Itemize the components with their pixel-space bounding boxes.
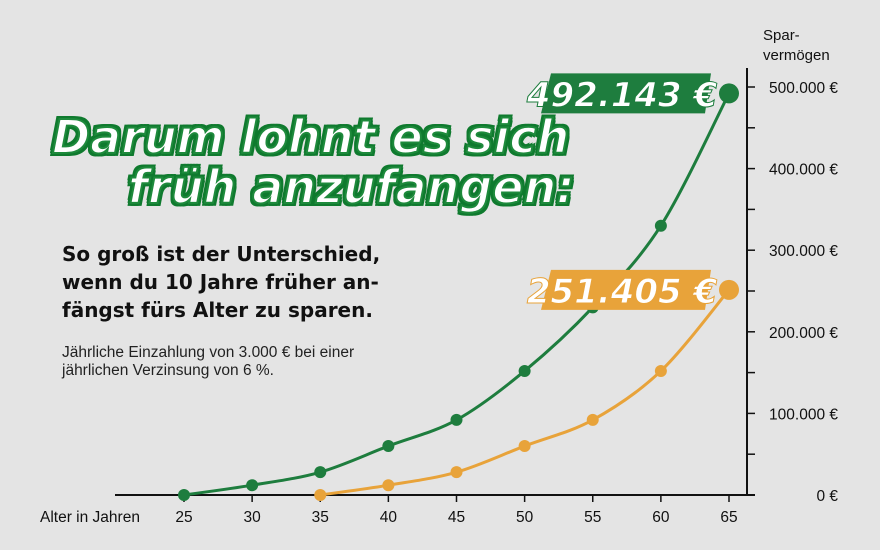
y-axis-title: Spar- vermögen	[763, 26, 830, 66]
x-tick-label: 55	[584, 509, 601, 526]
data-point-1	[450, 466, 463, 479]
y-tick-label: 500.000 €	[769, 80, 838, 97]
y-tick-label: 200.000 €	[769, 325, 838, 342]
x-tick-label: 65	[720, 509, 737, 526]
y-tick-label: 400.000 €	[769, 162, 838, 179]
headline-line2: früh anzufangen:	[127, 160, 576, 214]
y-tick-label: 300.000 €	[769, 243, 838, 260]
data-point-1	[518, 440, 531, 453]
data-point-1	[586, 413, 599, 426]
footnote: Jährliche Einzahlung von 3.000 € bei ein…	[62, 344, 355, 379]
data-point-0	[382, 440, 395, 453]
data-point-0	[178, 489, 190, 501]
subtitle: So groß ist der Unterschied, wenn du 10 …	[62, 242, 381, 322]
end-value-text: 251.405 €	[527, 272, 718, 312]
x-tick-label: 45	[448, 509, 465, 526]
end-value-text: 492.143 €	[526, 75, 718, 115]
end-value-label-1: 251.405 €	[526, 269, 718, 312]
data-point-1	[719, 279, 739, 300]
x-tick-label: 40	[380, 509, 398, 526]
x-tick-label: 35	[312, 509, 329, 526]
y-axis-title-line1: Spar-	[763, 27, 800, 44]
data-point-0	[246, 479, 259, 492]
y-tick-label: 100.000 €	[769, 406, 838, 423]
data-point-0	[654, 219, 667, 232]
data-point-0	[450, 413, 463, 426]
data-point-1	[382, 479, 395, 492]
data-point-0	[518, 364, 531, 377]
x-axis-title: Alter in Jahren	[40, 509, 140, 526]
headline: Darum lohnt es sich früh anzufangen:	[51, 110, 576, 214]
end-value-label-0: 492.143 €	[525, 73, 718, 116]
x-tick-label: 60	[652, 509, 670, 526]
data-point-0	[314, 466, 327, 479]
data-point-0	[719, 83, 739, 104]
end-value-badge-bg	[541, 269, 711, 310]
data-point-1	[654, 364, 667, 377]
x-tick-label: 25	[175, 509, 192, 526]
x-tick-label: 50	[516, 509, 534, 526]
y-tick-label: 0 €	[816, 488, 838, 505]
headline-line1: Darum lohnt es sich	[51, 110, 570, 164]
x-tick-label: 30	[244, 509, 262, 526]
data-point-1	[314, 489, 327, 501]
y-axis-title-line2: vermögen	[763, 47, 830, 64]
end-value-badge-bg	[541, 73, 711, 114]
